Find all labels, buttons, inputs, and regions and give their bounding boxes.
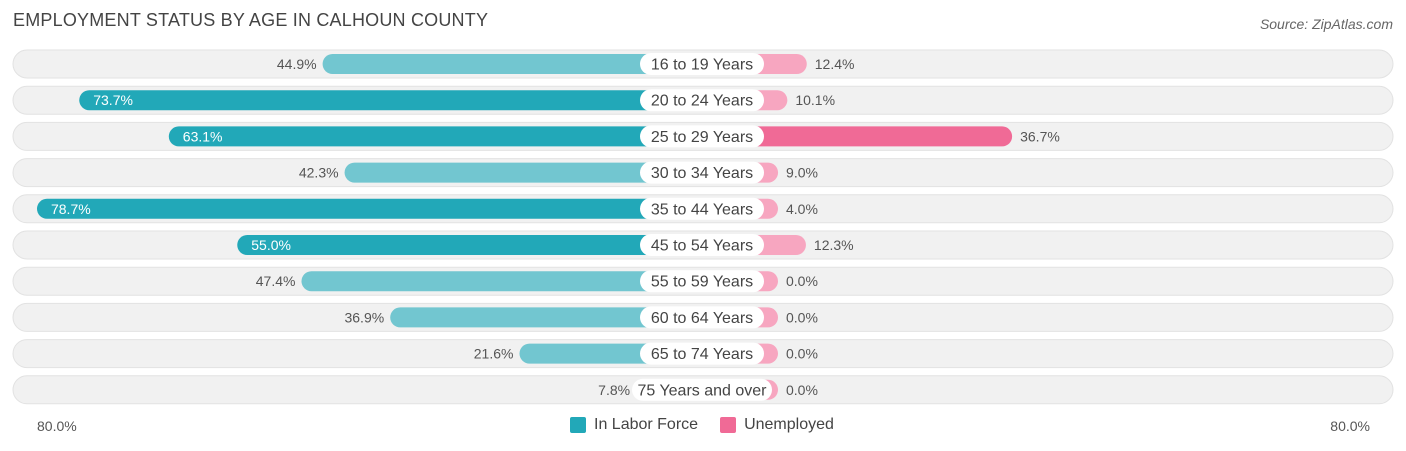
unemployed-value-label: 0.0% (786, 309, 818, 325)
legend: In Labor Force Unemployed (570, 416, 856, 434)
unemployed-value-label: 0.0% (786, 382, 818, 398)
category-pill (640, 53, 764, 75)
category-label: 60 to 64 Years (651, 310, 753, 327)
labor-bar (237, 235, 702, 255)
labor-value-label: 42.3% (299, 165, 339, 181)
legend-label-unemployed: Unemployed (744, 416, 834, 433)
category-label: 75 Years and over (638, 382, 768, 399)
legend-swatch-labor (570, 417, 586, 433)
labor-bar (344, 162, 702, 183)
category-label: 25 to 29 Years (651, 129, 753, 146)
labor-value-label: 73.7% (93, 92, 133, 108)
category-pill (640, 270, 764, 293)
category-pill (640, 125, 764, 148)
category-pill (632, 378, 772, 401)
category-label: 55 to 59 Years (651, 274, 753, 291)
unemployed-value-label: 10.1% (795, 92, 835, 108)
category-label: 65 to 74 Years (651, 346, 753, 363)
chart-title: EMPLOYMENT STATUS BY AGE IN CALHOUN COUN… (13, 10, 489, 30)
labor-bar (36, 198, 703, 219)
legend-swatch-unemployed (720, 417, 737, 433)
unemployed-value-label: 9.0% (786, 165, 818, 181)
unemployed-value-label: 0.0% (786, 273, 818, 289)
labor-bar (301, 271, 702, 292)
category-pill (640, 197, 764, 220)
labor-value-label: 36.9% (344, 309, 384, 325)
category-pill (640, 161, 764, 184)
legend-item-unemployed[interactable]: Unemployed (720, 416, 834, 434)
category-label: 16 to 19 Years (651, 57, 753, 74)
labor-value-label: 63.1% (183, 128, 223, 144)
labor-value-label: 55.0% (251, 237, 291, 253)
legend-label-labor: In Labor Force (594, 416, 699, 433)
axis-right-label: 80.0% (1330, 418, 1370, 434)
category-label: 20 to 24 Years (651, 93, 753, 110)
unemployed-value-label: 12.3% (814, 237, 854, 253)
unemployed-value-label: 4.0% (786, 201, 818, 217)
category-pill (640, 234, 764, 256)
category-label: 30 to 34 Years (651, 165, 753, 182)
category-pill (640, 342, 764, 365)
labor-value-label: 47.4% (256, 273, 296, 289)
unemployed-bar (702, 126, 1013, 147)
labor-value-label: 21.6% (474, 346, 514, 362)
labor-bar (322, 54, 702, 74)
category-label: 45 to 54 Years (651, 238, 753, 255)
unemployed-value-label: 12.4% (815, 56, 855, 72)
labor-bar (79, 90, 703, 111)
labor-bar (168, 126, 702, 147)
legend-item-labor[interactable]: In Labor Force (570, 416, 698, 434)
axis-left-label: 80.0% (37, 418, 77, 434)
labor-value-label: 44.9% (277, 56, 317, 72)
category-pill (640, 89, 764, 112)
labor-bar (390, 307, 702, 328)
source-label: Source: ZipAtlas.com (1259, 16, 1393, 32)
category-pill (640, 306, 764, 329)
labor-value-label: 78.7% (51, 201, 91, 217)
labor-value-label: 7.8% (598, 382, 630, 398)
unemployed-value-label: 0.0% (786, 346, 818, 362)
unemployed-value-label: 36.7% (1020, 128, 1060, 144)
category-label: 35 to 44 Years (651, 201, 753, 218)
